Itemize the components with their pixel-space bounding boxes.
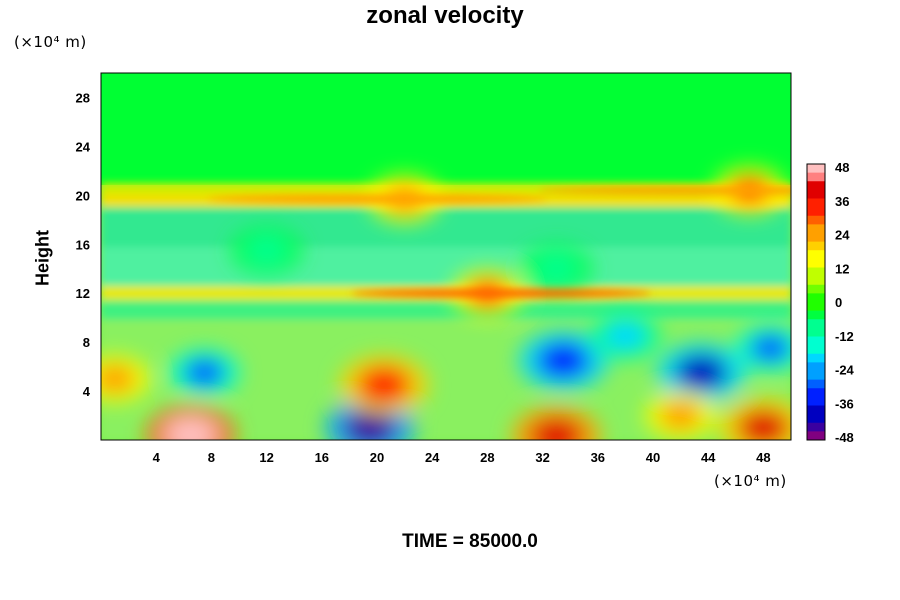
colorbar-swatch bbox=[807, 207, 825, 217]
colorbar-swatch bbox=[807, 371, 825, 381]
colorbar-swatch bbox=[807, 345, 825, 355]
x-tick-label: 4 bbox=[153, 450, 161, 465]
chart-title: zonal velocity bbox=[366, 2, 524, 29]
colorbar-tick-label: 48 bbox=[835, 160, 849, 175]
plot-frame bbox=[100, 72, 792, 441]
time-label: TIME = 85000.0 bbox=[402, 531, 538, 552]
colorbar-swatch bbox=[807, 327, 825, 337]
colorbar-swatch bbox=[807, 310, 825, 320]
colorbar-swatch bbox=[807, 164, 825, 174]
colorbar-swatch bbox=[807, 224, 825, 234]
stripe bbox=[538, 186, 791, 195]
colorbar-swatch bbox=[807, 388, 825, 398]
y-tick-label: 4 bbox=[83, 384, 91, 399]
x-tick-label: 8 bbox=[208, 450, 215, 465]
colorbar-tick-label: -12 bbox=[835, 329, 854, 344]
x-tick-label: 36 bbox=[591, 450, 605, 465]
feature-core bbox=[535, 254, 578, 284]
colorbar-tick-label: -36 bbox=[835, 396, 854, 411]
feature-core bbox=[357, 366, 410, 403]
y-tick-label: 24 bbox=[76, 139, 91, 154]
feature-core bbox=[675, 354, 728, 391]
heatmap-area bbox=[101, 73, 791, 440]
x-axis-unit: (×10⁴ m) bbox=[714, 472, 787, 490]
colorbar-swatch bbox=[807, 336, 825, 346]
feature-core bbox=[749, 333, 791, 363]
x-tick-label: 28 bbox=[480, 450, 494, 465]
x-tick-label: 40 bbox=[646, 450, 660, 465]
colorbar-swatch bbox=[807, 353, 825, 363]
colorbar-swatch bbox=[807, 267, 825, 277]
x-tick-label: 44 bbox=[701, 450, 716, 465]
colorbar-swatch bbox=[807, 405, 825, 415]
x-tick-label: 16 bbox=[315, 450, 329, 465]
feature-core bbox=[537, 342, 590, 379]
x-tick-label: 32 bbox=[535, 450, 549, 465]
feature-core bbox=[183, 358, 226, 388]
colorbar-swatch bbox=[807, 258, 825, 268]
colorbar-swatch bbox=[807, 276, 825, 286]
colorbar-tick-label: 24 bbox=[835, 228, 850, 243]
y-tick-label: 8 bbox=[83, 335, 90, 350]
colorbar-tick-label: 12 bbox=[835, 261, 849, 276]
colorbar-swatch bbox=[807, 241, 825, 251]
colorbar-swatch bbox=[807, 319, 825, 329]
colorbar-swatch bbox=[807, 233, 825, 243]
feature-core bbox=[604, 321, 647, 351]
feature-core bbox=[344, 409, 397, 440]
colorbar-swatch bbox=[807, 379, 825, 389]
colorbar-tick-label: 36 bbox=[835, 194, 849, 209]
colorbar-swatch bbox=[807, 250, 825, 260]
feature-core bbox=[164, 417, 217, 440]
colorbar-swatch bbox=[807, 181, 825, 191]
y-tick-label: 12 bbox=[76, 286, 90, 301]
colorbar-swatch bbox=[807, 293, 825, 303]
y-tick-label: 28 bbox=[76, 90, 90, 105]
y-axis: 4 8 12 16 20 24 28 bbox=[76, 90, 91, 399]
x-tick-label: 12 bbox=[259, 450, 273, 465]
colorbar-swatch bbox=[807, 172, 825, 182]
stripe-layer bbox=[207, 186, 791, 298]
colorbar-swatch bbox=[807, 431, 825, 441]
colorbar-swatch bbox=[807, 198, 825, 208]
feature-core bbox=[101, 364, 136, 394]
colorbar-swatch bbox=[807, 414, 825, 424]
feature-core bbox=[530, 418, 583, 440]
x-tick-label: 48 bbox=[756, 450, 770, 465]
y-tick-label: 20 bbox=[76, 188, 90, 203]
colorbar-swatch bbox=[807, 362, 825, 372]
colorbar-swatch bbox=[807, 422, 825, 432]
colorbar-swatch bbox=[807, 396, 825, 406]
upper-layer bbox=[101, 73, 791, 185]
colorbar-frame bbox=[806, 163, 826, 441]
colorbar-swatch bbox=[807, 284, 825, 294]
feature-layer bbox=[101, 166, 791, 440]
x-axis: 4 8 12 16 20 24 28 32 36 40 44 48 bbox=[153, 450, 771, 465]
stripe bbox=[351, 289, 652, 298]
feature-core bbox=[737, 409, 790, 440]
x-tick-label: 24 bbox=[425, 450, 440, 465]
colorbar-tick-label: 0 bbox=[835, 295, 842, 310]
y-tick-label: 16 bbox=[76, 237, 90, 252]
colorbar-swatch bbox=[807, 215, 825, 225]
colorbar-swatch bbox=[807, 302, 825, 312]
feature-core bbox=[659, 401, 702, 430]
y-axis-unit: (×10⁴ m) bbox=[14, 33, 87, 51]
x-tick-label: 20 bbox=[370, 450, 384, 465]
colorbar-swatch bbox=[807, 189, 825, 199]
colorbar-tick-label: -24 bbox=[835, 363, 855, 378]
colorbar-tick-label: -48 bbox=[835, 430, 854, 445]
feature-core bbox=[245, 235, 288, 265]
stripe bbox=[207, 195, 547, 204]
colorbar: 48 36 24 12 0 -12 -24 -36 -48 bbox=[806, 160, 855, 445]
